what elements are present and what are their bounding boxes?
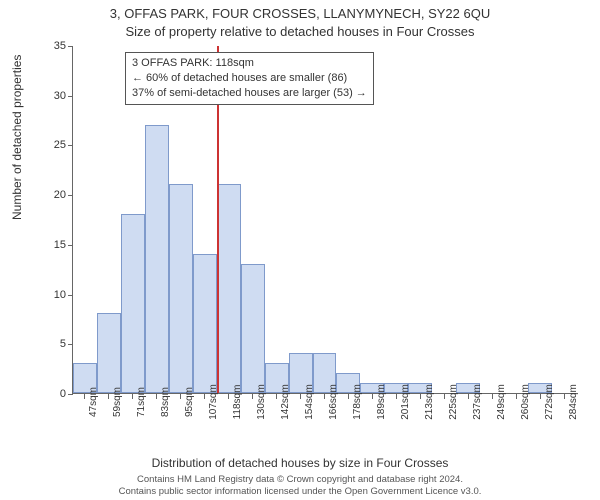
x-tick-mark [468, 394, 469, 399]
footer-line-2: Contains public sector information licen… [0, 486, 600, 498]
x-tick-mark [228, 394, 229, 399]
x-tick-mark [564, 394, 565, 399]
x-tick-label: 201sqm [400, 384, 411, 420]
x-tick-label: 213sqm [424, 384, 435, 420]
bar [193, 254, 217, 393]
x-tick-label: 47sqm [88, 387, 99, 417]
bar [145, 125, 169, 393]
x-tick-label: 284sqm [568, 384, 579, 420]
x-tick-mark [252, 394, 253, 399]
x-tick-label: 249sqm [496, 384, 507, 420]
y-axis: 05101520253035 [44, 46, 72, 394]
footer-attribution: Contains HM Land Registry data © Crown c… [0, 474, 600, 498]
x-tick-mark [444, 394, 445, 399]
x-tick-label: 260sqm [520, 384, 531, 420]
y-tick-label: 25 [54, 139, 66, 151]
x-tick-mark [156, 394, 157, 399]
y-tick-label: 5 [60, 338, 66, 350]
annotation-box: 3 OFFAS PARK: 118sqm← 60% of detached ho… [125, 52, 374, 105]
x-tick-label: 95sqm [184, 387, 195, 417]
x-tick-mark [300, 394, 301, 399]
y-tick-label: 0 [60, 388, 66, 400]
y-axis-label: Number of detached properties [10, 55, 24, 220]
page-subtitle: Size of property relative to detached ho… [0, 24, 600, 39]
bar [121, 214, 145, 393]
bar [169, 184, 193, 393]
x-tick-label: 189sqm [376, 384, 387, 420]
x-axis-label: Distribution of detached houses by size … [0, 456, 600, 470]
bar [241, 264, 265, 393]
x-tick-mark [396, 394, 397, 399]
y-tick-label: 20 [54, 189, 66, 201]
x-tick-mark [84, 394, 85, 399]
x-tick-label: 166sqm [328, 384, 339, 420]
x-tick-label: 142sqm [280, 384, 291, 420]
x-tick-mark [540, 394, 541, 399]
x-tick-mark [492, 394, 493, 399]
histogram-chart: 05101520253035 3 OFFAS PARK: 118sqm← 60%… [44, 46, 576, 424]
x-tick-label: 59sqm [112, 387, 123, 417]
annotation-line: 37% of semi-detached houses are larger (… [132, 86, 367, 101]
bar [97, 313, 121, 393]
footer-line-1: Contains HM Land Registry data © Crown c… [0, 474, 600, 486]
y-tick-label: 30 [54, 90, 66, 102]
x-tick-label: 237sqm [472, 384, 483, 420]
x-tick-mark [420, 394, 421, 399]
x-axis: 47sqm59sqm71sqm83sqm95sqm107sqm118sqm130… [72, 394, 576, 424]
x-tick-label: 225sqm [448, 384, 459, 420]
x-tick-mark [516, 394, 517, 399]
annotation-line: ← 60% of detached houses are smaller (86… [132, 71, 367, 86]
x-tick-label: 178sqm [352, 384, 363, 420]
x-tick-mark [372, 394, 373, 399]
x-tick-mark [324, 394, 325, 399]
bar [217, 184, 241, 393]
x-tick-mark [276, 394, 277, 399]
x-tick-label: 71sqm [136, 387, 147, 417]
x-tick-label: 154sqm [304, 384, 315, 420]
page-title: 3, OFFAS PARK, FOUR CROSSES, LLANYMYNECH… [0, 6, 600, 21]
y-tick-label: 15 [54, 239, 66, 251]
annotation-line: 3 OFFAS PARK: 118sqm [132, 56, 367, 71]
x-tick-label: 272sqm [544, 384, 555, 420]
plot-area: 3 OFFAS PARK: 118sqm← 60% of detached ho… [72, 46, 576, 394]
x-tick-label: 118sqm [232, 385, 243, 420]
x-tick-mark [108, 394, 109, 399]
x-tick-label: 107sqm [208, 384, 219, 420]
x-tick-label: 83sqm [160, 387, 171, 417]
x-tick-mark [180, 394, 181, 399]
x-tick-mark [132, 394, 133, 399]
x-tick-mark [348, 394, 349, 399]
x-tick-label: 130sqm [256, 384, 267, 420]
x-tick-mark [204, 394, 205, 399]
y-tick-label: 35 [54, 40, 66, 52]
y-tick-label: 10 [54, 289, 66, 301]
